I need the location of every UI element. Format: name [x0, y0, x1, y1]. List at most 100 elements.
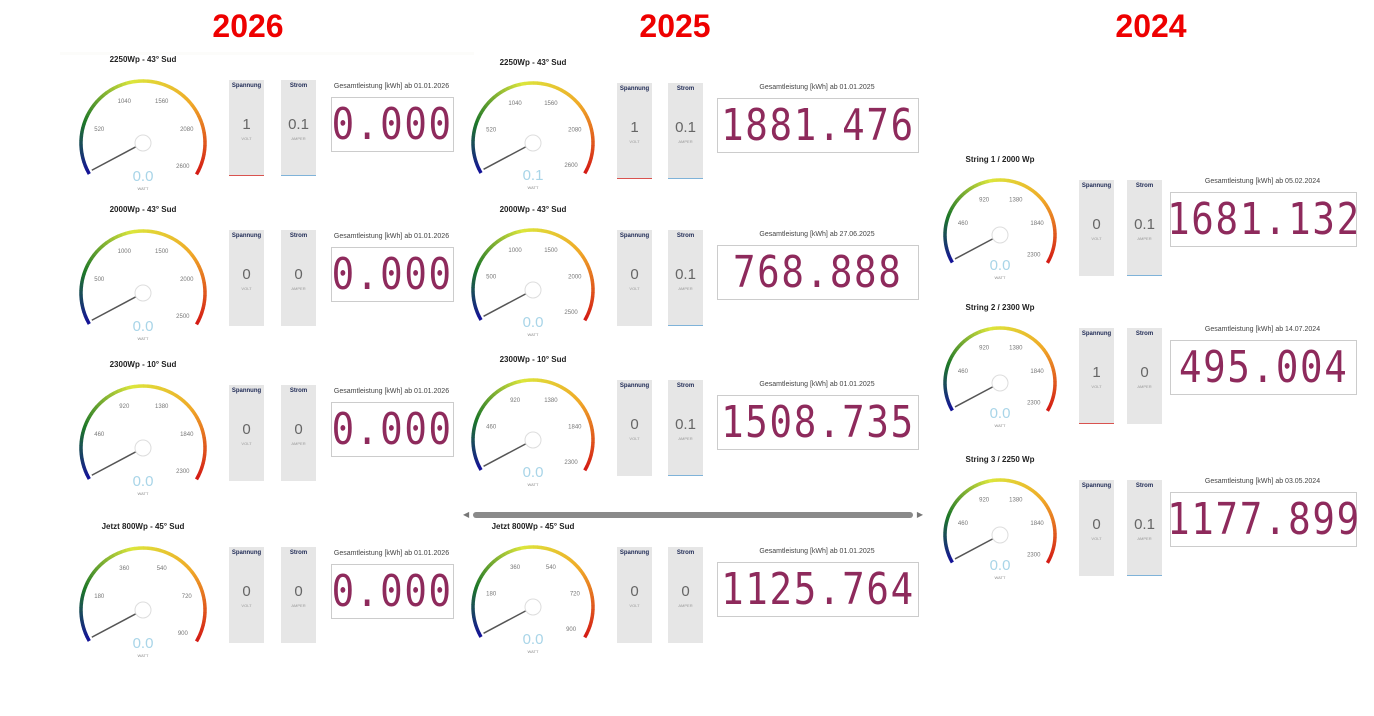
spannung-box: Spannung 0 VOLT	[617, 547, 652, 643]
power-gauge: 180 360 540 720 900	[471, 545, 595, 639]
total-energy-display: 495.004	[1170, 340, 1357, 395]
total-energy-label: Gesamtleistung [kWh] ab 01.01.2026	[333, 233, 450, 240]
gauge-arc-segment	[198, 628, 204, 635]
gauge-tick-label: 2300	[1027, 253, 1041, 259]
sensor-card: 2250Wp - 43° Sud 520 1040 1560 2080 2600 0.1 WA…	[460, 58, 919, 208]
spannung-label: Spannung	[619, 550, 650, 556]
gauge-arc-segment	[201, 432, 206, 438]
gauge-arc-segment	[520, 545, 526, 551]
gauge-arc-segment	[560, 552, 567, 558]
gauge-arc-segment	[198, 424, 204, 430]
gauge-arc-segment	[948, 354, 955, 360]
gauge-arc-segment	[105, 555, 112, 562]
scroll-left-arrow-icon[interactable]: ◀	[463, 510, 470, 519]
gauge-needle	[91, 609, 144, 638]
gauge-arc-segment	[583, 315, 589, 322]
strom-label: Strom	[1135, 183, 1154, 189]
gauge-arc-segment	[585, 164, 591, 171]
sensor-card: 2250Wp - 43° Sud 520 1040 1560 2080 2600 0.0 WA…	[60, 55, 480, 205]
gauge-arc-segment	[944, 391, 949, 397]
gauge-arc-segment	[563, 237, 570, 244]
strom-level-bar	[668, 178, 703, 179]
gauge-needle-hub	[524, 431, 542, 449]
gauge-arc-segment	[477, 575, 483, 582]
gauge-arc-segment	[487, 98, 493, 105]
gauge-arc-segment	[583, 409, 589, 415]
card-title: 2000Wp - 43° Sud	[109, 205, 177, 214]
spannung-box: Spannung 1 VOLT	[1079, 328, 1114, 424]
gauge-arc-segment	[1021, 331, 1027, 337]
strom-unit: AMPER	[678, 286, 693, 291]
gauge-arc-segment	[85, 319, 91, 325]
gauge-arc-segment	[202, 299, 207, 305]
horizontal-scrollbar[interactable]: ◀ ▶	[463, 509, 923, 521]
scroll-right-arrow-icon[interactable]: ▶	[916, 510, 923, 519]
gauge-unit: WATT	[137, 652, 149, 658]
spannung-value: 0	[630, 416, 639, 433]
gauge-arc-segment	[484, 248, 490, 255]
gauge-arc-segment	[588, 621, 593, 627]
gauge-arc-segment	[1051, 544, 1056, 550]
gauge-needle	[91, 447, 144, 476]
gauge-arc-segment	[945, 251, 951, 257]
gauge-value: 0.0	[522, 464, 544, 481]
gauge-arc-segment	[945, 399, 951, 405]
strom-box: Strom 0 AMPER	[1127, 328, 1162, 424]
gauge-arc-segment	[1049, 213, 1055, 219]
gauge-arc-segment	[583, 259, 589, 265]
strom-box: Strom 0.1 AMPER	[1127, 480, 1162, 576]
gauge-arc-segment	[556, 383, 563, 389]
gauge-arc-segment	[1051, 392, 1056, 398]
gauge-value: 0.0	[522, 631, 544, 648]
gauge-arc-segment	[587, 416, 592, 423]
gauge-arc-segment	[590, 149, 595, 155]
gauge-arc-segment	[85, 260, 92, 267]
gauge-tick-label: 1380	[1009, 345, 1023, 351]
spannung-label: Spannung	[231, 83, 262, 89]
gauge-arc-segment	[1044, 351, 1050, 357]
gauge-arc-segment	[129, 79, 136, 85]
gauge-arc-segment	[200, 123, 205, 129]
gauge-arc-segment	[85, 415, 92, 422]
gauge-arc-segment	[95, 246, 102, 253]
gauge-unit: WATT	[994, 575, 1006, 580]
gauge-arc-segment	[988, 478, 993, 483]
gauge-tick-label: 2080	[180, 127, 194, 133]
gauge-arc-segment	[588, 420, 594, 427]
power-gauge: 460 920 1380 1840 2300	[79, 384, 207, 481]
gauge-arc-segment	[195, 416, 201, 422]
gauge-needle-hub	[134, 439, 152, 457]
gauge-arc-segment	[113, 234, 119, 240]
gauge-tick-label: 920	[979, 197, 990, 203]
gauge-arc-segment	[578, 251, 585, 258]
gauge-arc-segment	[976, 481, 983, 487]
gauge-arc-segment	[541, 545, 547, 551]
gauge-tick-label: 1560	[155, 99, 169, 105]
gauge-arc-segment	[198, 119, 204, 125]
gauge-arc-segment	[585, 311, 591, 318]
scroll-thumb[interactable]	[473, 512, 913, 518]
gauge-arc-segment	[590, 429, 595, 435]
gauge-arc-segment	[1031, 337, 1037, 343]
gauge-value: 0.0	[522, 314, 544, 331]
gauge-arc-segment	[504, 233, 510, 239]
gauge-arc-segment	[181, 94, 188, 100]
gauge-arc-segment	[1034, 491, 1040, 497]
gauge-arc-segment	[560, 235, 567, 241]
gauge-arc-segment	[1052, 540, 1057, 546]
total-energy-value: 1681.132	[1166, 194, 1361, 245]
strom-unit: AMPER	[678, 603, 693, 608]
gauge-arc-segment	[560, 385, 567, 391]
gauge-arc-segment	[984, 479, 990, 484]
gauge-arc-segment	[83, 419, 90, 426]
gauge-arc-segment	[81, 307, 86, 313]
spannung-label: Spannung	[619, 383, 650, 389]
spannung-box: Spannung 0 VOLT	[617, 230, 652, 326]
gauge-arc-segment	[588, 123, 594, 130]
gauge-arc-segment	[590, 279, 595, 285]
gauge-arc-segment	[946, 213, 951, 219]
spannung-value: 0	[1092, 516, 1101, 533]
spannung-unit: VOLT	[629, 436, 640, 441]
gauge-arc-segment	[198, 161, 204, 168]
strom-value: 0.1	[1134, 516, 1155, 533]
